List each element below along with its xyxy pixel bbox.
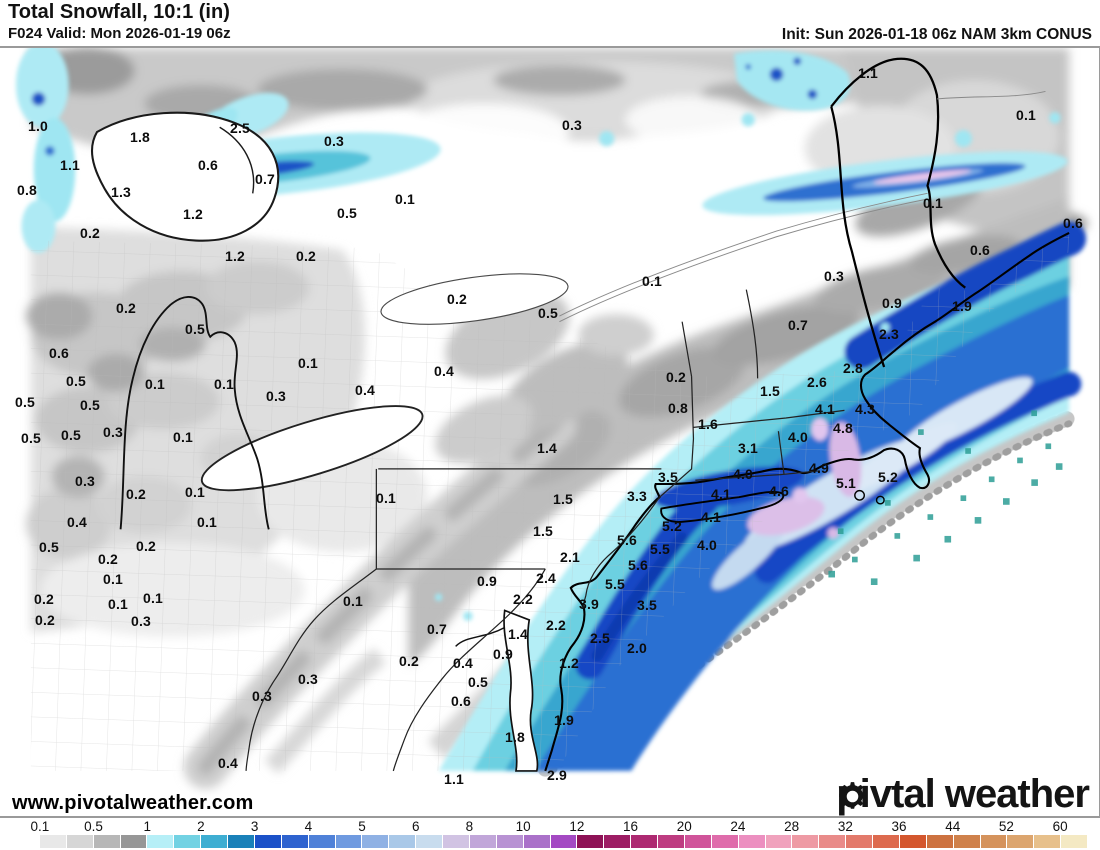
logo-text-suffix: tal weather xyxy=(891,772,1090,816)
colorbar-cell xyxy=(711,835,739,848)
colorbar-cell xyxy=(792,835,820,848)
colorbar-cell xyxy=(550,835,578,848)
long-island xyxy=(660,490,785,523)
colorbar-cell xyxy=(201,835,228,848)
snowfall-colorbar: 0.1 0.5 1 2 3 4 5 6 8 10 12 16 20 24 28 32 36 44 52 60 xyxy=(0,819,1100,850)
colorbar-cell xyxy=(39,835,67,848)
colorbar-cell xyxy=(604,835,632,848)
colorbar-cell xyxy=(631,835,658,848)
lake-erie xyxy=(200,405,424,492)
colorbar-cell xyxy=(362,835,390,848)
colorbar-cell xyxy=(523,835,551,848)
colorbar-tick: 28 xyxy=(784,819,800,834)
marthas-vineyard xyxy=(854,489,865,501)
colorbar-tick: 36 xyxy=(891,819,907,834)
forecast-map: 1.1 0.1 0.3 1.0 2.5 1.8 0.3 1.1 0.6 0.7 0.8 1.3 0.1 0… xyxy=(0,46,1100,818)
colorbar-cell xyxy=(228,835,255,848)
nantucket xyxy=(875,495,885,505)
colorbar-cell xyxy=(738,835,766,848)
colorbar-cell xyxy=(1061,835,1087,848)
colorbar-tick: 0.1 xyxy=(30,819,50,834)
colorbar-tick: 5 xyxy=(358,819,366,834)
page-title: Total Snowfall, 10:1 (in) xyxy=(8,1,230,23)
county-lines-texture xyxy=(30,234,1070,771)
colorbar-cell xyxy=(577,835,605,848)
lake-huron xyxy=(90,111,280,242)
colorbar-cell xyxy=(469,835,497,848)
colorbar-tick: 10 xyxy=(515,819,531,834)
colorbar-tick: 60 xyxy=(1052,819,1068,834)
pivotal-weather-logo: piv tal weather xyxy=(836,772,1090,816)
colorbar-cell xyxy=(765,835,793,848)
colorbar-ticks: 0.1 0.5 1 2 3 4 5 6 8 10 12 16 20 24 28 32 36 44 52 60 xyxy=(0,819,1100,834)
valid-time-label: F024 Valid: Mon 2026-01-19 06z xyxy=(8,25,231,42)
colorbar-cell xyxy=(926,835,954,848)
colorbar-scale xyxy=(13,835,1087,848)
colorbar-cell xyxy=(846,835,873,848)
quebec-snow-streak xyxy=(702,151,1068,216)
colorbar-cell xyxy=(953,835,981,848)
colorbar-tick: 32 xyxy=(837,819,853,834)
colorbar-cell xyxy=(308,835,336,848)
colorbar-cell xyxy=(899,835,927,848)
colorbar-tick: 3 xyxy=(250,819,259,834)
maine-borders xyxy=(830,57,966,368)
colorbar-cell xyxy=(684,835,712,848)
colorbar-cell xyxy=(416,835,443,848)
colorbar-tick: 44 xyxy=(945,819,961,834)
colorbar-cell xyxy=(1007,835,1035,848)
great-lakes xyxy=(90,111,569,492)
colorbar-tick: 24 xyxy=(730,819,746,834)
colorbar-tick: 8 xyxy=(465,819,474,834)
colorbar-tick: 6 xyxy=(411,819,420,834)
atlantic-coastline xyxy=(544,232,1070,772)
colorbar-cell xyxy=(389,835,417,848)
gear-icon xyxy=(839,782,867,809)
colorbar-cell xyxy=(658,835,685,848)
map-header: Total Snowfall, 10:1 (in) F024 Valid: Mo… xyxy=(0,0,1100,46)
colorbar-cell xyxy=(819,835,847,848)
offshore-teal-speckles xyxy=(828,410,1063,586)
colorbar-cell xyxy=(174,835,202,848)
colorbar-cell xyxy=(335,835,363,848)
colorbar-cell xyxy=(13,835,40,848)
colorbar-tick: 4 xyxy=(304,819,313,834)
colorbar-cell xyxy=(496,835,524,848)
colorbar-tick: 16 xyxy=(623,819,639,834)
potomac-river xyxy=(455,626,506,647)
chesapeake-bay xyxy=(503,609,539,772)
colorbar-cell xyxy=(1034,835,1062,848)
colorbar-cell xyxy=(254,835,282,848)
model-init-label: Init: Sun 2026-01-18 06z NAM 3km CONUS xyxy=(781,26,1092,43)
st-lawrence-river xyxy=(559,192,928,323)
colorbar-tick: 52 xyxy=(998,819,1014,834)
colorbar-cell xyxy=(120,835,148,848)
michigan-outline xyxy=(119,295,270,530)
colorbar-tick: 1 xyxy=(143,819,152,834)
colorbar-cell xyxy=(443,835,470,848)
lake-ontario xyxy=(380,273,569,325)
colorbar-cell xyxy=(93,835,121,848)
colorbar-tick: 12 xyxy=(569,819,585,834)
colorbar-cell xyxy=(873,835,900,848)
colorbar-tick: 0.5 xyxy=(84,819,103,834)
colorbar-cell xyxy=(147,835,175,848)
colorbar-cell xyxy=(281,835,309,848)
colorbar-tick: 2 xyxy=(197,819,205,834)
map-canvas xyxy=(15,48,1088,789)
state-borders xyxy=(245,289,845,772)
watermark: www.pivotalweather.com xyxy=(12,792,254,814)
canada-border xyxy=(936,90,1046,100)
colorbar-cell xyxy=(66,835,94,848)
colorbar-tick: 20 xyxy=(676,819,692,834)
colorbar-cell xyxy=(980,835,1008,848)
